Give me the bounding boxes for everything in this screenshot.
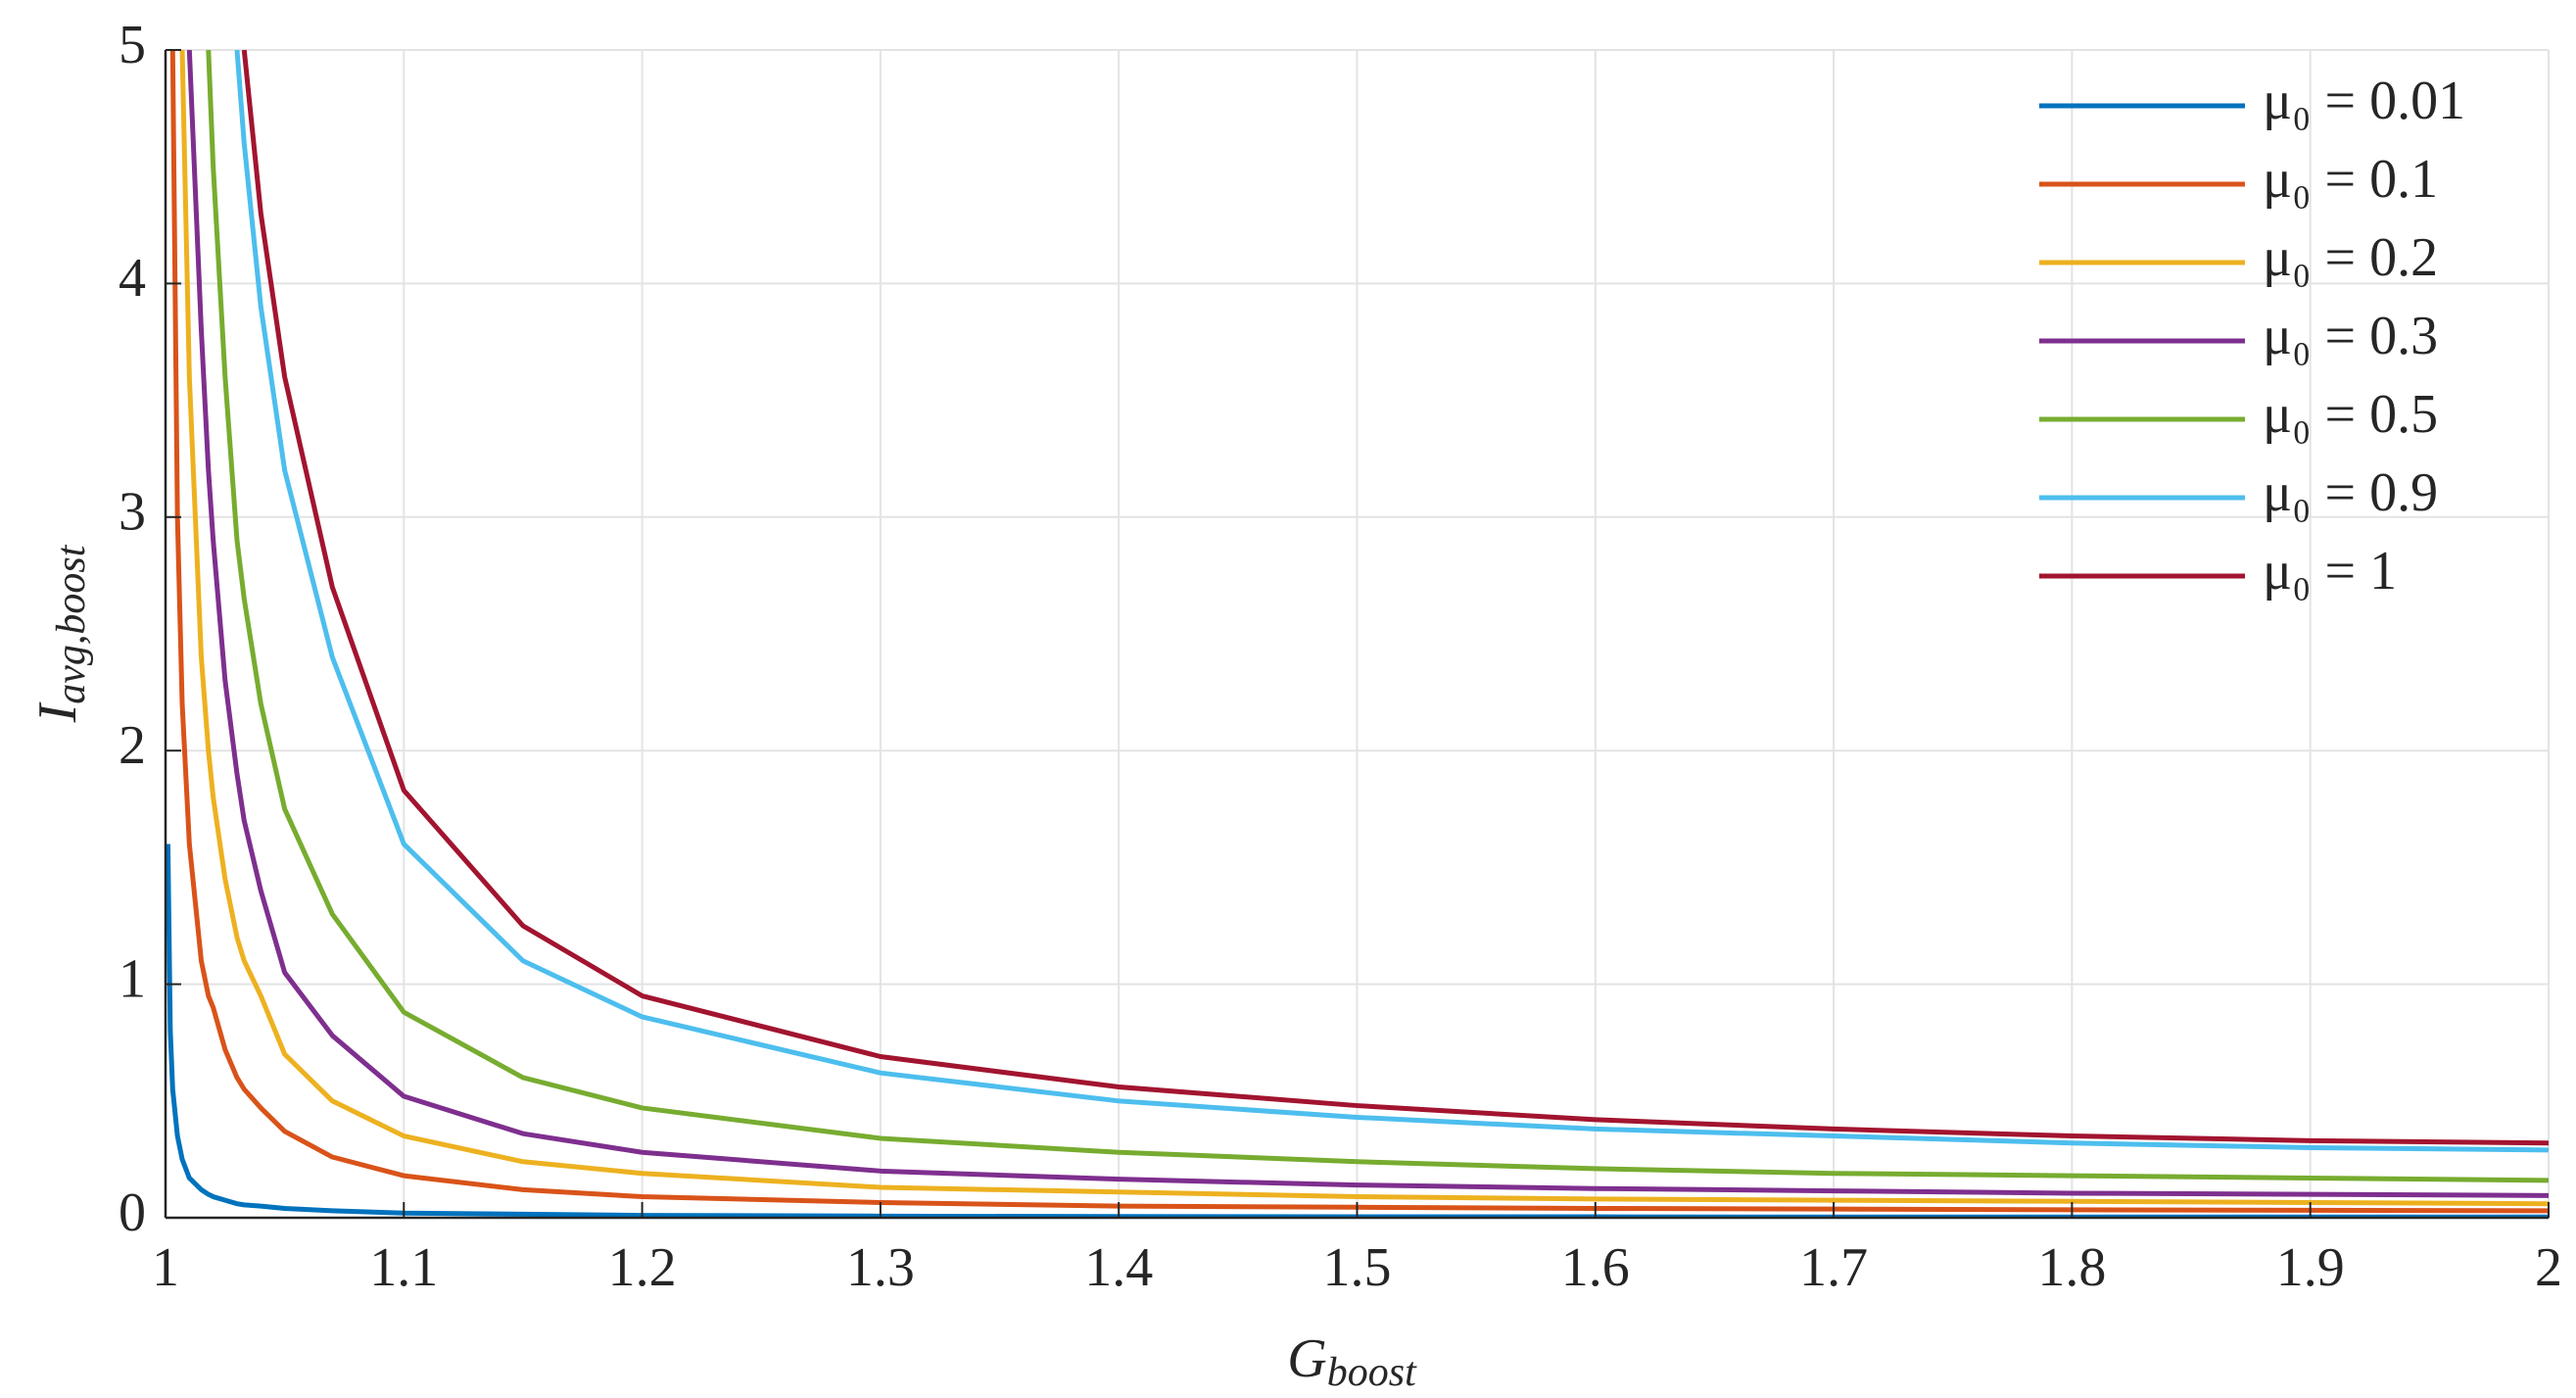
y-tick-label: 3 — [119, 482, 146, 543]
x-tick-label: 1.9 — [2276, 1237, 2345, 1298]
y-tick-label: 1 — [119, 948, 146, 1009]
legend-label: μ₀ = 0.3 — [2263, 306, 2438, 366]
series-line — [169, 50, 2549, 1214]
x-tick-label: 1 — [152, 1237, 179, 1298]
y-tick-label: 0 — [119, 1182, 146, 1243]
legend-label: μ₀ = 0.9 — [2263, 462, 2438, 523]
legend-label: μ₀ = 0.01 — [2263, 71, 2465, 131]
x-tick-label: 1.4 — [1084, 1237, 1153, 1298]
x-tick-label: 1.7 — [1799, 1237, 1868, 1298]
x-tick-label: 1.5 — [1323, 1237, 1392, 1298]
lines — [166, 50, 2549, 1218]
y-tick-label: 2 — [119, 715, 146, 776]
legend-label: μ₀ = 0.5 — [2263, 384, 2438, 445]
series-line — [234, 50, 2549, 1153]
x-tick-label: 1.1 — [369, 1237, 438, 1298]
x-tick-label: 1.3 — [846, 1237, 915, 1298]
series-line — [186, 50, 2549, 1198]
x-tick-label: 2 — [2535, 1237, 2562, 1298]
x-label-main: G — [1287, 1328, 1326, 1389]
x-label-sub: boost — [1327, 1350, 1417, 1395]
y-axis-label: Iavg,boost — [27, 544, 94, 723]
x-tick-label: 1.6 — [1561, 1237, 1630, 1298]
legend-label: μ₀ = 0.1 — [2263, 149, 2438, 210]
series-line — [206, 50, 2549, 1183]
legend-label: μ₀ = 1 — [2263, 541, 2397, 602]
x-axis-label: Gboost — [1287, 1328, 1417, 1395]
legend: μ₀ = 0.01 μ₀ = 0.1 μ₀ = 0.2 μ₀ = 0.3 μ₀ = 0.… — [2039, 71, 2465, 602]
x-tick-label: 1.2 — [608, 1237, 677, 1298]
grid — [165, 49, 2550, 1219]
legend-label: μ₀ = 0.2 — [2263, 227, 2438, 288]
x-tick-label: 1.8 — [2037, 1237, 2106, 1298]
y-label-sub: avg,boost — [49, 544, 94, 703]
series-line — [179, 50, 2549, 1207]
y-label-main: I — [27, 701, 88, 723]
series-line — [241, 50, 2549, 1146]
y-tick-label: 4 — [119, 248, 146, 309]
y-tick-label: 5 — [119, 15, 146, 75]
